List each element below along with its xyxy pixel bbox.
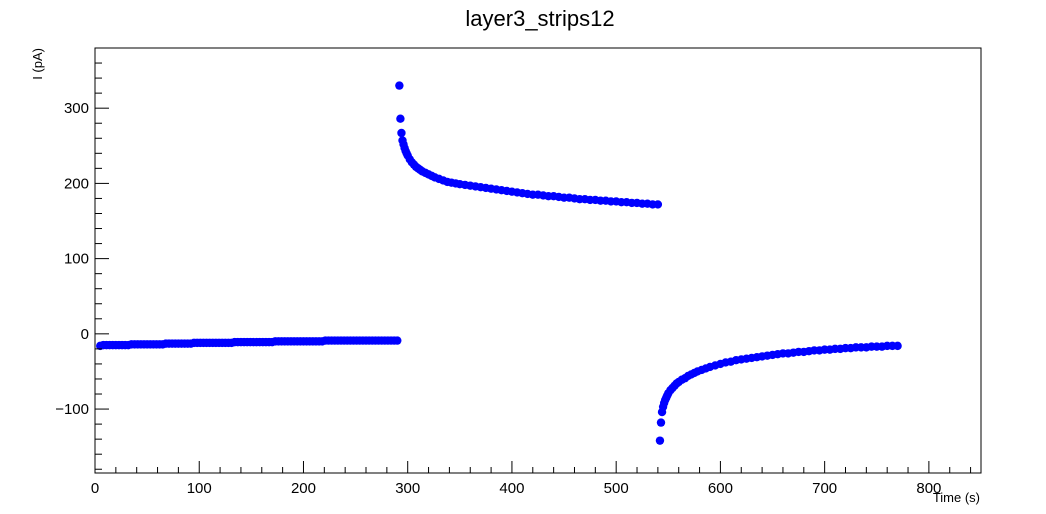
y-tick-label: −100 [55, 401, 89, 418]
y-axis-title: I (pA) [30, 48, 45, 80]
x-tick-label: 600 [708, 480, 733, 497]
x-axis-title: Time (s) [933, 490, 980, 505]
series-1 [96, 336, 402, 351]
x-tick-label: 300 [395, 480, 420, 497]
axes: 0 100 200 300 400 500 600 700 800 −100 0 100 200 300 [55, 47, 972, 497]
x-tick-label: 200 [291, 480, 316, 497]
x-tick-label: 100 [187, 480, 212, 497]
data-point [395, 81, 404, 90]
x-tick-label: 0 [91, 480, 99, 497]
x-tick-label: 800 [916, 480, 941, 497]
data-point [893, 341, 902, 351]
data-points [96, 81, 902, 445]
series-3 [655, 341, 902, 445]
x-tick-label: 700 [812, 480, 837, 497]
data-point [655, 436, 665, 445]
y-tick-label: 100 [64, 251, 89, 268]
plot-frame [94, 47, 982, 474]
series-2 [395, 81, 663, 209]
data-point [393, 336, 402, 345]
y-tick-label: 300 [64, 100, 89, 117]
data-point [397, 128, 406, 138]
data-point [396, 114, 405, 123]
x-tick-label: 400 [499, 480, 524, 497]
y-tick-label: 0 [81, 326, 89, 343]
chart-title: layer3_strips12 [465, 6, 614, 31]
x-tick-label: 500 [604, 480, 629, 497]
y-tick-label: 200 [64, 175, 89, 192]
data-point [656, 418, 666, 427]
data-point [653, 200, 663, 209]
